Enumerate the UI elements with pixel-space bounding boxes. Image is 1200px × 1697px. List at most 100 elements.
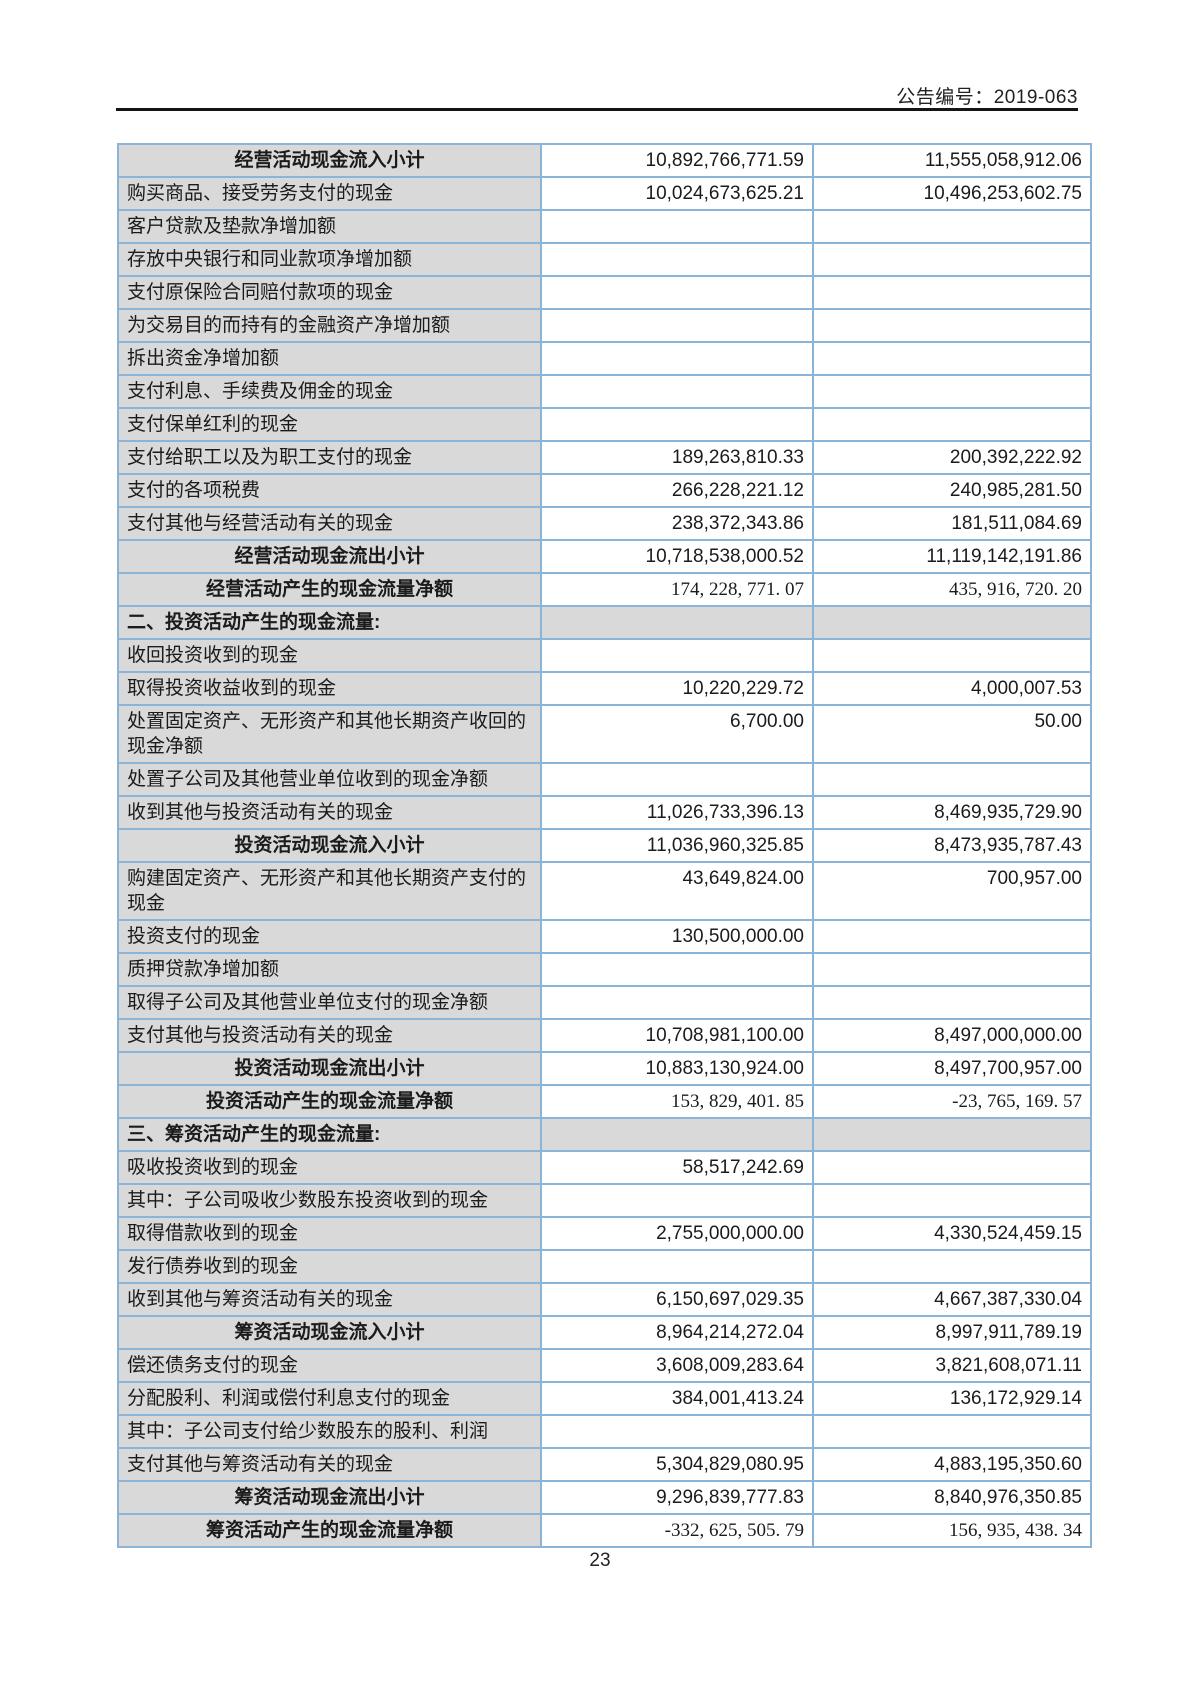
current-period-value-cell	[540, 952, 814, 987]
current-period-value-cell	[540, 1183, 814, 1218]
current-period-value-cell: 43,649,824.00	[540, 861, 814, 921]
row-label-cell: 二、投资活动产生的现金流量:	[117, 605, 542, 640]
prior-period-value-cell: 11,555,058,912.06	[812, 143, 1092, 178]
prior-period-value-cell: 8,473,935,787.43	[812, 828, 1092, 863]
row-label-cell: 支付保单红利的现金	[117, 407, 542, 442]
table-row: 二、投资活动产生的现金流量:	[117, 605, 1092, 640]
current-period-value-cell: 58,517,242.69	[540, 1150, 814, 1185]
table-row: 支付给职工以及为职工支付的现金 189,263,810.33 200,392,222…	[117, 440, 1092, 475]
current-period-value-cell: 3,608,009,283.64	[540, 1348, 814, 1383]
prior-period-value-cell: 156, 935, 438. 34	[812, 1513, 1092, 1548]
prior-period-value-cell	[812, 242, 1092, 277]
current-period-value-cell	[540, 242, 814, 277]
table-row: 筹资活动现金流出小计 9,296,839,777.83 8,840,976,350.…	[117, 1480, 1092, 1515]
row-label-cell: 客户贷款及垫款净增加额	[117, 209, 542, 244]
current-period-value-cell: 9,296,839,777.83	[540, 1480, 814, 1515]
current-period-value-cell	[540, 341, 814, 376]
row-label-cell: 筹资活动现金流入小计	[117, 1315, 542, 1350]
row-label-cell: 经营活动产生的现金流量净额	[117, 572, 542, 607]
current-period-value-cell: 384,001,413.24	[540, 1381, 814, 1416]
prior-period-value-cell: 4,883,195,350.60	[812, 1447, 1092, 1482]
row-label-cell: 经营活动现金流出小计	[117, 539, 542, 574]
current-period-value-cell: 10,220,229.72	[540, 671, 814, 706]
current-period-value-cell: 10,883,130,924.00	[540, 1051, 814, 1086]
prior-period-value-cell: 4,330,524,459.15	[812, 1216, 1092, 1251]
row-label-cell: 购买商品、接受劳务支付的现金	[117, 176, 542, 211]
prior-period-value-cell	[812, 1183, 1092, 1218]
row-label-cell: 筹资活动现金流出小计	[117, 1480, 542, 1515]
page-number: 23	[589, 1550, 611, 1571]
prior-period-value-cell	[812, 605, 1092, 640]
row-label-cell: 取得借款收到的现金	[117, 1216, 542, 1251]
row-label-cell: 发行债券收到的现金	[117, 1249, 542, 1284]
prior-period-value-cell	[812, 275, 1092, 310]
current-period-value-cell	[540, 985, 814, 1020]
row-label-cell: 取得投资收益收到的现金	[117, 671, 542, 706]
row-label-cell: 取得子公司及其他营业单位支付的现金净额	[117, 985, 542, 1020]
prior-period-value-cell	[812, 308, 1092, 343]
table-row: 处置子公司及其他营业单位收到的现金净额	[117, 762, 1092, 797]
prior-period-value-cell: 240,985,281.50	[812, 473, 1092, 508]
prior-period-value-cell: 136,172,929.14	[812, 1381, 1092, 1416]
row-label-cell: 收回投资收到的现金	[117, 638, 542, 673]
current-period-value-cell	[540, 1249, 814, 1284]
row-label-cell: 存放中央银行和同业款项净增加额	[117, 242, 542, 277]
prior-period-value-cell	[812, 341, 1092, 376]
current-period-value-cell: 238,372,343.86	[540, 506, 814, 541]
row-label-cell: 投资活动现金流出小计	[117, 1051, 542, 1086]
row-label-cell: 支付原保险合同赔付款项的现金	[117, 275, 542, 310]
table-row: 其中：子公司吸收少数股东投资收到的现金	[117, 1183, 1092, 1218]
current-period-value-cell: 130,500,000.00	[540, 919, 814, 954]
current-period-value-cell: 5,304,829,080.95	[540, 1447, 814, 1482]
row-label-cell: 支付利息、手续费及佣金的现金	[117, 374, 542, 409]
prior-period-value-cell: 8,997,911,789.19	[812, 1315, 1092, 1350]
table-row: 经营活动产生的现金流量净额 174, 228, 771. 07 435, 916, …	[117, 572, 1092, 607]
prior-period-value-cell: 8,497,000,000.00	[812, 1018, 1092, 1053]
current-period-value-cell: 10,024,673,625.21	[540, 176, 814, 211]
row-label-cell: 收到其他与筹资活动有关的现金	[117, 1282, 542, 1317]
prior-period-value-cell: 200,392,222.92	[812, 440, 1092, 475]
prior-period-value-cell: 181,511,084.69	[812, 506, 1092, 541]
prior-period-value-cell: 4,000,007.53	[812, 671, 1092, 706]
table-row: 吸收投资收到的现金 58,517,242.69	[117, 1150, 1092, 1185]
table-row: 存放中央银行和同业款项净增加额	[117, 242, 1092, 277]
current-period-value-cell: 266,228,221.12	[540, 473, 814, 508]
table-row: 筹资活动现金流入小计 8,964,214,272.04 8,997,911,789.…	[117, 1315, 1092, 1350]
table-row: 投资活动现金流入小计 11,036,960,325.85 8,473,935,787…	[117, 828, 1092, 863]
row-label-cell: 支付其他与筹资活动有关的现金	[117, 1447, 542, 1482]
table-row: 客户贷款及垫款净增加额	[117, 209, 1092, 244]
prior-period-value-cell	[812, 919, 1092, 954]
prior-period-value-cell	[812, 985, 1092, 1020]
table-row: 支付其他与筹资活动有关的现金 5,304,829,080.95 4,883,195,…	[117, 1447, 1092, 1482]
current-period-value-cell	[540, 407, 814, 442]
row-label-cell: 拆出资金净增加额	[117, 341, 542, 376]
header-rule	[116, 108, 1078, 111]
row-label-cell: 筹资活动产生的现金流量净额	[117, 1513, 542, 1548]
prior-period-value-cell: 8,469,935,729.90	[812, 795, 1092, 830]
table-row: 其中：子公司支付给少数股东的股利、利润	[117, 1414, 1092, 1449]
table-row: 取得子公司及其他营业单位支付的现金净额	[117, 985, 1092, 1020]
current-period-value-cell	[540, 209, 814, 244]
cash-flow-table: 经营活动现金流入小计 10,892,766,771.59 11,555,058,91…	[117, 143, 1092, 1548]
prior-period-value-cell: 10,496,253,602.75	[812, 176, 1092, 211]
row-label-cell: 其中：子公司支付给少数股东的股利、利润	[117, 1414, 542, 1449]
prior-period-value-cell: 11,119,142,191.86	[812, 539, 1092, 574]
prior-period-value-cell: 435, 916, 720. 20	[812, 572, 1092, 607]
current-period-value-cell: -332, 625, 505. 79	[540, 1513, 814, 1548]
table-row: 取得借款收到的现金 2,755,000,000.00 4,330,524,459.1…	[117, 1216, 1092, 1251]
current-period-value-cell: 10,708,981,100.00	[540, 1018, 814, 1053]
current-period-value-cell	[540, 275, 814, 310]
doc-number: 公告编号：2019-063	[896, 87, 1078, 108]
row-label-cell: 支付其他与投资活动有关的现金	[117, 1018, 542, 1053]
table-row: 支付保单红利的现金	[117, 407, 1092, 442]
current-period-value-cell	[540, 1414, 814, 1449]
prior-period-value-cell	[812, 638, 1092, 673]
row-label-cell: 投资活动现金流入小计	[117, 828, 542, 863]
current-period-value-cell: 10,718,538,000.52	[540, 539, 814, 574]
table-row: 为交易目的而持有的金融资产净增加额	[117, 308, 1092, 343]
prior-period-value-cell: 4,667,387,330.04	[812, 1282, 1092, 1317]
prior-period-value-cell	[812, 1414, 1092, 1449]
prior-period-value-cell	[812, 1249, 1092, 1284]
row-label-cell: 支付给职工以及为职工支付的现金	[117, 440, 542, 475]
